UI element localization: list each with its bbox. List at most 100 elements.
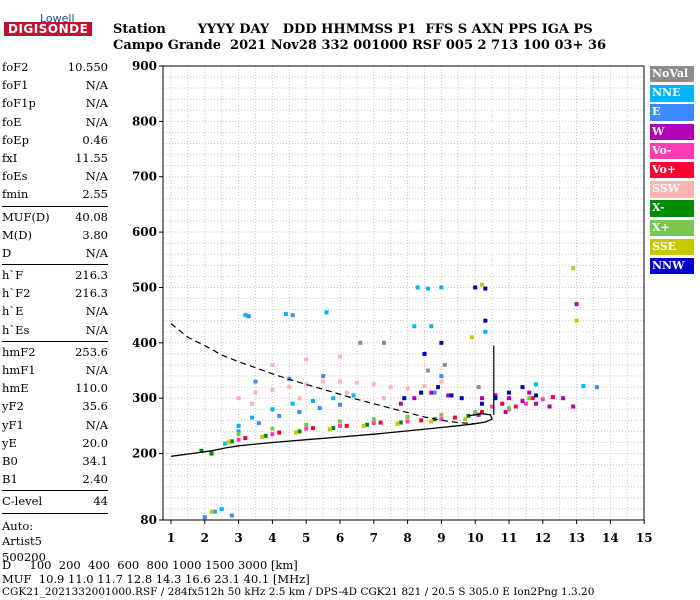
legend-item: NNE (650, 85, 694, 102)
legend-item: X- (650, 200, 694, 217)
logo-lowell-text: Lowell (40, 12, 75, 25)
echo-point-vo- (277, 430, 282, 435)
echo-point-nnw (493, 396, 498, 401)
muf-line: MUF 10.9 11.0 11.7 12.8 14.3 16.6 23.1 4… (2, 572, 310, 586)
param-value: 0.46 (82, 132, 108, 147)
auto-label: Auto: (2, 518, 34, 533)
echo-point-vo- (479, 410, 484, 415)
param-row: foF1p N/A (2, 94, 108, 112)
echo-point-w (429, 390, 434, 395)
echo-point-ssw (287, 385, 292, 390)
echo-point-ssw (388, 385, 393, 390)
echo-point-vo- (338, 423, 342, 428)
param-row: D N/A (2, 244, 108, 262)
legend-item: NNW (650, 257, 694, 275)
x-tick-label: 5 (302, 531, 310, 545)
echo-point-e (297, 410, 302, 415)
file-info-line: CGK21_2021332001000.RSF / 284fx512h 50 k… (2, 586, 595, 598)
separator (2, 340, 108, 342)
echo-point-vo- (304, 426, 309, 431)
param-row: foEs N/A (2, 167, 108, 185)
echo-point-sse (226, 440, 231, 445)
electron-profile-curve (170, 413, 493, 457)
echo-point-x- (439, 412, 444, 417)
echo-point-nne (290, 401, 295, 406)
x-axis-ticks: 1 2 3 4 5 6 7 8 9 10 11 12 13 14 15 (167, 520, 653, 545)
x-tick-label: 8 (403, 531, 411, 545)
echo-point-nne (212, 509, 217, 514)
param-name: MUF(D) (2, 209, 50, 224)
param-row: foE N/A (2, 113, 108, 131)
param-row: h`F2 216.3 (2, 284, 108, 302)
x-tick-label: 7 (370, 531, 378, 545)
param-row: M(D) 3.80 (2, 226, 108, 244)
param-row: yF2 35.6 (2, 397, 108, 415)
echo-point-vo- (452, 415, 457, 420)
echo-point-nne (534, 382, 539, 387)
param-value: N/A (85, 304, 108, 319)
param-row: fxI 11.55 (2, 149, 108, 167)
echo-point-nne (412, 324, 417, 329)
echo-point-vo- (523, 401, 528, 406)
param-value: N/A (85, 417, 108, 432)
param-value: 253.6 (75, 344, 108, 359)
echo-point-nne (250, 415, 255, 420)
param-value: 110.0 (75, 381, 108, 396)
y-tick-label: 80 (140, 513, 157, 527)
x-tick-label: 15 (636, 531, 653, 545)
param-row: MUF(D) 40.08 (2, 208, 108, 226)
echo-point-x- (338, 419, 342, 424)
x-tick-label: 2 (201, 531, 209, 545)
echo-point-nnw (483, 286, 488, 291)
echo-point-sse (469, 335, 474, 340)
echo-point-nnw (449, 393, 454, 398)
legend: NoVal NNE E W Vo- Vo+ SSW X- X+ SSE NNW (650, 66, 694, 277)
param-name: hmF1 (2, 363, 36, 377)
header-labels: Station YYYY DAY DDD HHMMSS P1 FFS S AXN… (113, 22, 593, 37)
param-name: h`E (2, 304, 24, 319)
echo-point-noval (381, 340, 386, 345)
param-value: N/A (85, 245, 108, 260)
header-values: Campo Grande 2021 Nov28 332 001000 RSF 0… (113, 38, 607, 53)
legend-item: Vo- (650, 142, 694, 160)
echo-point-nne (331, 396, 336, 401)
param-value: 216.3 (75, 268, 108, 283)
echo-point-nnw (507, 390, 511, 395)
echo-point-sse (479, 282, 484, 287)
echo-point-nne (243, 313, 248, 318)
echo-point-vo- (378, 420, 383, 425)
echo-point-e (321, 374, 326, 379)
plot-frame (162, 65, 645, 521)
auto-info: Auto: Artist5 500200 (2, 519, 108, 566)
echo-point-nne (236, 423, 241, 428)
param-name: C-level (2, 494, 43, 509)
echo-point-e (202, 515, 207, 520)
distance-line: D 100 200 400 600 800 1000 1500 3000 [km… (2, 558, 298, 572)
y-tick-label: 500 (132, 280, 157, 294)
echo-point-nne (270, 407, 275, 412)
echo-point-ssw (354, 380, 359, 385)
echo-point-w (446, 393, 451, 398)
param-row: hmF2 253.6 (2, 343, 108, 361)
echo-point-nne (429, 324, 434, 329)
echo-point-ssw (250, 401, 255, 406)
echo-point-x- (405, 415, 410, 420)
echo-point-noval (442, 362, 447, 367)
echo-point-vo- (371, 421, 376, 426)
y-tick-label: 900 (132, 59, 157, 73)
param-row: B0 34.1 (2, 452, 108, 470)
y-tick-label: 700 (132, 170, 157, 184)
legend-item: E (650, 104, 694, 121)
param-name: foF2 (2, 60, 29, 74)
echo-point-x- (209, 451, 214, 456)
param-name: B1 (2, 472, 18, 487)
param-row: hmE 110.0 (2, 379, 108, 397)
echo-point-nnw (473, 285, 478, 290)
echo-point-w (412, 396, 417, 401)
y-tick-label: 800 (132, 114, 157, 128)
echo-point-nnw (520, 385, 525, 390)
echo-point-nne (483, 329, 488, 334)
echo-point-e (432, 390, 437, 395)
echo-point-w (574, 302, 579, 307)
